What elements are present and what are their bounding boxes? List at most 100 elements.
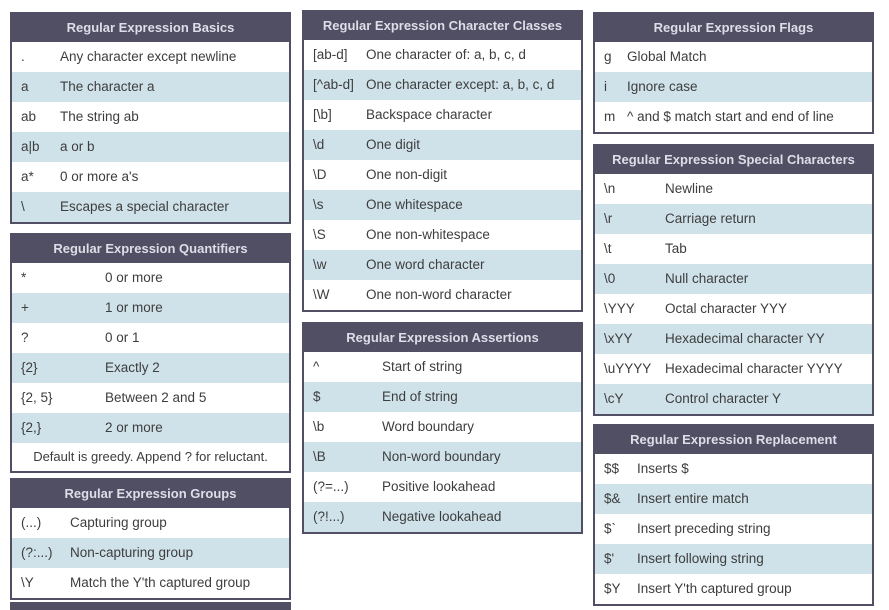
table-row: $' Insert following string	[595, 544, 872, 574]
description-cell: Insert following string	[637, 551, 764, 566]
table-row: \uYYYY Hexadecimal character YYYY	[595, 354, 872, 384]
table-title: Regular Expression Character Classes	[304, 12, 581, 40]
table-row: [ab-d] One character of: a, b, c, d	[304, 40, 581, 70]
pattern-cell: \b	[313, 419, 325, 434]
table-row: $ End of string	[304, 382, 581, 412]
table-row: ^ Start of string	[304, 352, 581, 382]
table-row: i Ignore case	[595, 72, 872, 102]
regex-flags-table: Regular Expression Flags g Global Match i Ig…	[593, 12, 874, 134]
description-cell: Global Match	[627, 49, 707, 64]
regex-special-characters-table: Regular Expression Special Characters \n N…	[593, 144, 874, 416]
pattern-cell: \YYY	[604, 301, 635, 316]
description-cell: Newline	[665, 181, 714, 196]
table-row: \B Non-word boundary	[304, 442, 581, 472]
table-row: \YYY Octal character YYY	[595, 294, 872, 324]
pattern-cell: \	[21, 199, 25, 214]
pattern-cell: $&	[604, 491, 621, 506]
description-cell: One character except: a, b, c, d	[366, 77, 555, 92]
description-cell: Non-capturing group	[70, 545, 194, 560]
description-cell: One character of: a, b, c, d	[366, 47, 526, 62]
pattern-cell: \xYY	[604, 331, 633, 346]
table-row: \Y Match the Y'th captured group	[12, 568, 289, 598]
table-row: \r Carriage return	[595, 204, 872, 234]
pattern-cell: (?:...)	[21, 545, 53, 560]
table-row: \S One non-whitespace	[304, 220, 581, 250]
table-row: . Any character except newline	[12, 42, 289, 72]
description-cell: One word character	[366, 257, 485, 272]
partial-table-header	[10, 602, 291, 610]
table-row: \s One whitespace	[304, 190, 581, 220]
description-cell: Exactly 2	[105, 360, 160, 375]
pattern-cell: a	[21, 79, 29, 94]
description-cell: Word boundary	[382, 419, 475, 434]
table-row: m ^ and $ match start and end of line	[595, 102, 872, 132]
pattern-cell: [ab-d]	[313, 47, 348, 62]
description-cell: One whitespace	[366, 197, 463, 212]
table-row: $` Insert preceding string	[595, 514, 872, 544]
description-cell: Non-word boundary	[382, 449, 501, 464]
pattern-cell: \t	[604, 241, 612, 256]
table-row: (...) Capturing group	[12, 508, 289, 538]
pattern-cell: {2, 5}	[21, 390, 53, 405]
table-row: $Y Insert Y'th captured group	[595, 574, 872, 604]
description-cell: Hexadecimal character YYYY	[665, 361, 843, 376]
description-cell: Tab	[665, 241, 687, 256]
description-cell: 0 or more	[105, 270, 163, 285]
table-row: \w One word character	[304, 250, 581, 280]
pattern-cell: ?	[21, 330, 29, 345]
table-title: Regular Expression Special Characters	[595, 146, 872, 174]
table-row: ? 0 or 1	[12, 323, 289, 353]
pattern-cell: \S	[313, 227, 326, 242]
table-row: \xYY Hexadecimal character YY	[595, 324, 872, 354]
table-row: {2, 5} Between 2 and 5	[12, 383, 289, 413]
pattern-cell: $`	[604, 521, 617, 536]
table-row: \ Escapes a special character	[12, 192, 289, 222]
table-title: Regular Expression Assertions	[304, 324, 581, 352]
table-row: \cY Control character Y	[595, 384, 872, 414]
table-row: ab The string ab	[12, 102, 289, 132]
pattern-cell: [^ab-d]	[313, 77, 354, 92]
pattern-cell: \uYYYY	[604, 361, 652, 376]
description-cell: 0 or 1	[105, 330, 140, 345]
description-cell: Ignore case	[627, 79, 698, 94]
description-cell: The string ab	[60, 109, 139, 124]
column-left: Regular Expression Basics. Any character …	[10, 12, 291, 610]
table-row: (?=...) Positive lookahead	[304, 472, 581, 502]
table-row: \D One non-digit	[304, 160, 581, 190]
pattern-cell: \B	[313, 449, 326, 464]
description-cell: One non-whitespace	[366, 227, 490, 242]
table-row: {2} Exactly 2	[12, 353, 289, 383]
pattern-cell: \s	[313, 197, 324, 212]
pattern-cell: [\b]	[313, 107, 332, 122]
description-cell: Backspace character	[366, 107, 493, 122]
pattern-cell: i	[604, 79, 607, 94]
regex-quantifiers-table: Regular Expression Quantifiers * 0 or more…	[10, 233, 291, 473]
pattern-cell: \W	[313, 287, 330, 302]
description-cell: One non-digit	[366, 167, 448, 182]
pattern-cell: \w	[313, 257, 327, 272]
pattern-cell: $'	[604, 551, 615, 566]
description-cell: One digit	[366, 137, 421, 152]
table-row: {2,} 2 or more	[12, 413, 289, 443]
pattern-cell: .	[21, 49, 25, 64]
table-row: $$ Inserts $	[595, 454, 872, 484]
pattern-cell: $	[313, 389, 321, 404]
regex-assertions-table: Regular Expression Assertions ^ Start of s…	[302, 322, 583, 534]
description-cell: Positive lookahead	[382, 479, 496, 494]
pattern-cell: m	[604, 109, 616, 124]
description-cell: Insert preceding string	[637, 521, 771, 536]
table-row: \b Word boundary	[304, 412, 581, 442]
column-right: Regular Expression Flags g Global Match i Ig…	[593, 12, 874, 606]
table-title: Regular Expression Replacement	[595, 426, 872, 454]
pattern-cell: $Y	[604, 581, 621, 596]
table-row: a|b a or b	[12, 132, 289, 162]
pattern-cell: (?=...)	[313, 479, 349, 494]
pattern-cell: {2}	[21, 360, 38, 375]
description-cell: Between 2 and 5	[105, 390, 207, 405]
table-title: Regular Expression Flags	[595, 14, 872, 42]
description-cell: 0 or more a's	[60, 169, 139, 184]
table-row: g Global Match	[595, 42, 872, 72]
description-cell: Octal character YYY	[665, 301, 788, 316]
description-cell: One non-word character	[366, 287, 512, 302]
